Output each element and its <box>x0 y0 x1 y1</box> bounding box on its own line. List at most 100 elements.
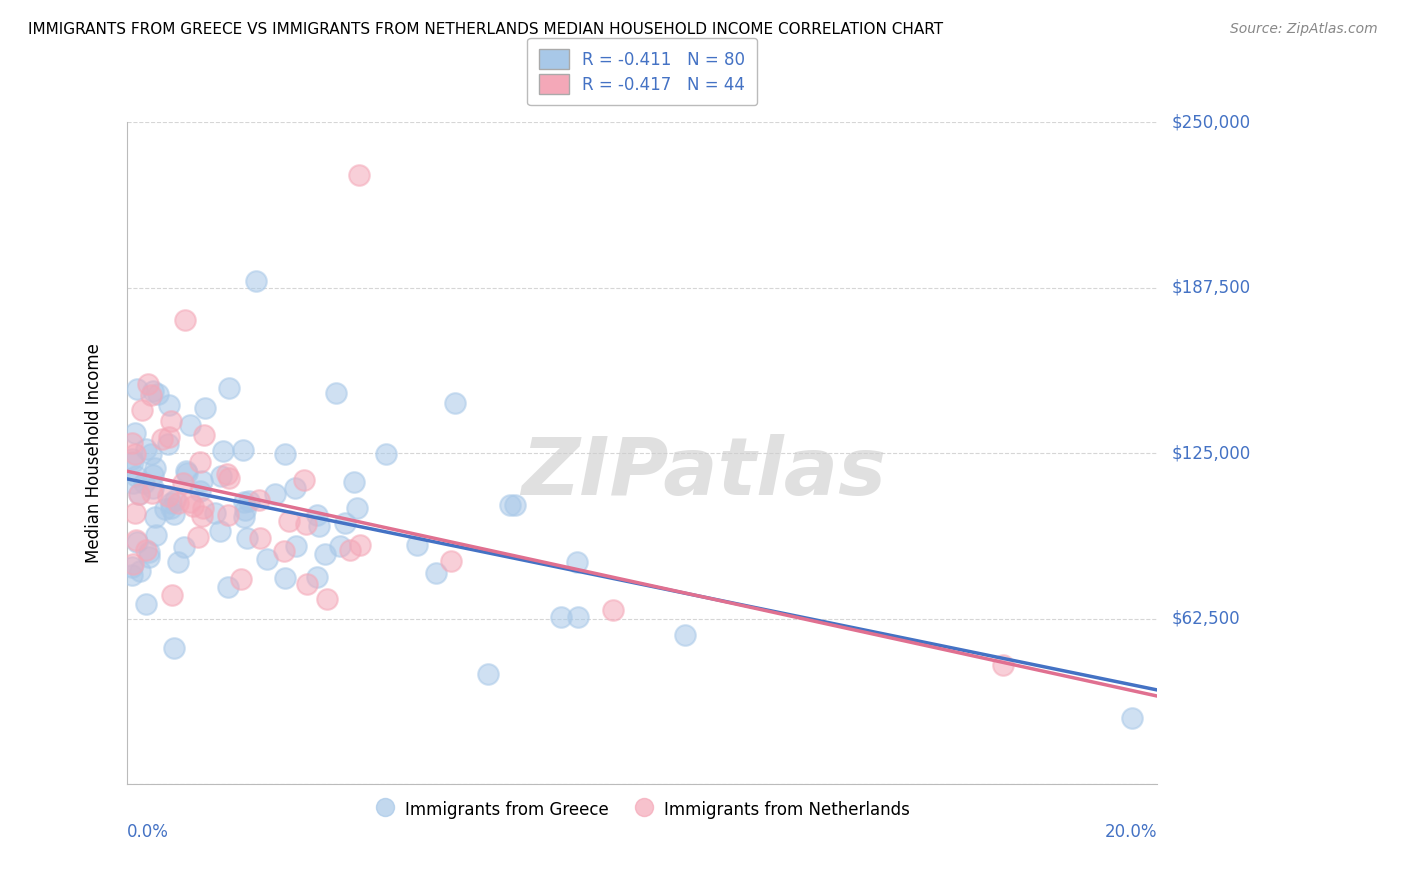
Text: $125,000: $125,000 <box>1171 444 1250 462</box>
Text: $187,500: $187,500 <box>1171 278 1250 297</box>
Point <box>247 493 270 508</box>
Point <box>231 442 253 457</box>
Point <box>156 436 179 450</box>
Point <box>1121 711 1143 725</box>
Point <box>284 481 307 495</box>
Point <box>124 469 146 483</box>
Point <box>602 603 624 617</box>
Point <box>179 417 201 432</box>
Point <box>172 475 194 490</box>
Point <box>150 433 173 447</box>
Point <box>122 454 145 468</box>
Point <box>179 495 201 509</box>
Point <box>139 388 162 402</box>
Point <box>146 387 169 401</box>
Point <box>274 572 297 586</box>
Point <box>346 501 368 516</box>
Point <box>157 398 180 412</box>
Point <box>132 476 155 491</box>
Point <box>174 464 197 478</box>
Point <box>295 517 318 532</box>
Point <box>135 442 157 456</box>
Point <box>142 384 165 399</box>
Point <box>194 401 217 415</box>
Point <box>305 570 328 584</box>
Point <box>193 428 215 442</box>
Point <box>349 538 371 552</box>
Point <box>142 481 165 495</box>
Point <box>122 558 145 572</box>
Point <box>347 168 370 182</box>
Point <box>236 531 259 545</box>
Point <box>188 483 211 498</box>
Point <box>135 597 157 611</box>
Point <box>211 469 233 483</box>
Point <box>188 455 211 469</box>
Text: $62,500: $62,500 <box>1171 610 1240 628</box>
Point <box>249 531 271 545</box>
Point <box>233 509 256 524</box>
Point <box>160 500 183 515</box>
Point <box>440 554 463 568</box>
Point <box>292 473 315 487</box>
Point <box>333 516 356 530</box>
Point <box>124 447 146 461</box>
Point <box>314 547 336 561</box>
Point <box>477 667 499 681</box>
Point <box>264 487 287 501</box>
Point <box>503 498 526 512</box>
Point <box>204 507 226 521</box>
Point <box>135 542 157 557</box>
Point <box>208 524 231 538</box>
Point <box>121 436 143 450</box>
Point <box>125 382 148 396</box>
Point <box>157 489 180 503</box>
Point <box>174 313 197 327</box>
Point <box>565 555 588 569</box>
Text: Source: ZipAtlas.com: Source: ZipAtlas.com <box>1230 22 1378 37</box>
Point <box>136 376 159 391</box>
Point <box>233 503 256 517</box>
Point <box>190 474 212 488</box>
Point <box>339 542 361 557</box>
Point <box>218 381 240 395</box>
Point <box>238 494 260 508</box>
Point <box>444 395 467 409</box>
Point <box>138 544 160 558</box>
Point <box>181 500 204 514</box>
Y-axis label: Median Household Income: Median Household Income <box>86 343 103 563</box>
Text: $250,000: $250,000 <box>1171 113 1250 131</box>
Point <box>256 552 278 566</box>
Point <box>121 559 143 574</box>
Point <box>157 430 180 444</box>
Point <box>343 475 366 489</box>
Point <box>297 577 319 591</box>
Point <box>567 610 589 624</box>
Point <box>277 514 299 528</box>
Point <box>128 487 150 501</box>
Point <box>128 487 150 501</box>
Point <box>122 476 145 491</box>
Point <box>145 509 167 524</box>
Point <box>163 507 186 521</box>
Point <box>162 641 184 656</box>
Point <box>308 519 330 533</box>
Point <box>125 535 148 549</box>
Text: 20.0%: 20.0% <box>1105 823 1157 841</box>
Point <box>160 588 183 602</box>
Point <box>991 658 1014 673</box>
Text: ZIPatlas: ZIPatlas <box>522 434 886 512</box>
Point <box>191 509 214 524</box>
Point <box>329 539 352 553</box>
Point <box>245 274 267 288</box>
Point <box>217 508 239 523</box>
Point <box>325 386 347 401</box>
Point <box>176 466 198 480</box>
Point <box>425 566 447 580</box>
Point <box>129 565 152 579</box>
Point <box>273 543 295 558</box>
Point <box>231 572 253 586</box>
Point <box>285 539 308 553</box>
Point <box>124 425 146 440</box>
Point <box>315 591 337 606</box>
